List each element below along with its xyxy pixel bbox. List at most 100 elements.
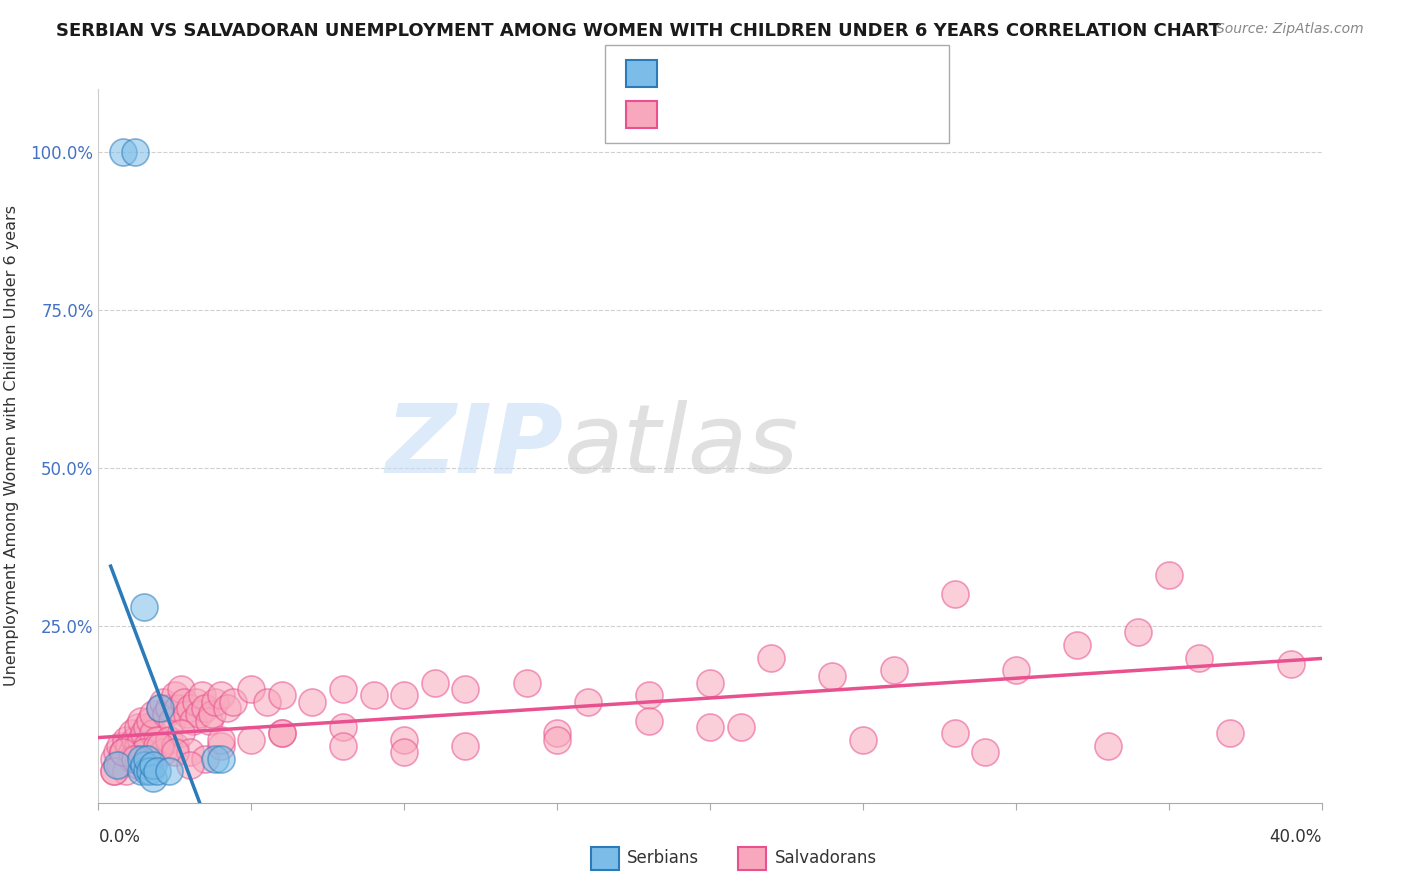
Point: [139, 764, 162, 779]
Point: [1004, 663, 1026, 677]
Point: [699, 720, 721, 734]
Point: [163, 739, 186, 753]
Point: [209, 732, 232, 747]
Point: [136, 720, 159, 734]
Point: [546, 732, 568, 747]
Point: [136, 751, 159, 765]
Point: [167, 701, 190, 715]
Point: [103, 764, 125, 779]
Text: Serbians: Serbians: [627, 849, 699, 867]
Point: [883, 663, 905, 677]
Point: [197, 714, 219, 728]
Point: [152, 695, 174, 709]
Text: R = 0.093   N = 108: R = 0.093 N = 108: [665, 105, 862, 123]
Point: [256, 695, 278, 709]
Point: [173, 695, 195, 709]
Point: [1188, 650, 1211, 665]
Point: [149, 701, 172, 715]
Text: atlas: atlas: [564, 400, 799, 492]
Point: [179, 745, 201, 759]
Point: [129, 732, 152, 747]
Point: [209, 751, 232, 765]
Point: [423, 675, 446, 690]
Point: [181, 714, 204, 728]
Point: [157, 701, 180, 715]
Point: [270, 726, 292, 740]
Point: [179, 758, 201, 772]
Point: [1128, 625, 1150, 640]
Point: [852, 732, 875, 747]
Point: [127, 739, 149, 753]
Point: [136, 764, 159, 779]
Point: [142, 707, 165, 722]
Point: [301, 695, 323, 709]
Point: [124, 732, 146, 747]
Point: [204, 751, 226, 765]
Point: [139, 714, 162, 728]
Point: [637, 714, 661, 728]
Point: [111, 745, 134, 759]
Point: [194, 751, 217, 765]
Point: [163, 745, 186, 759]
Point: [1097, 739, 1119, 753]
Point: [111, 145, 134, 160]
Y-axis label: Unemployment Among Women with Children Under 6 years: Unemployment Among Women with Children U…: [4, 205, 20, 687]
Point: [1279, 657, 1302, 671]
Point: [943, 726, 966, 740]
Point: [115, 764, 138, 779]
Point: [759, 650, 782, 665]
Point: [142, 758, 165, 772]
Point: [121, 726, 143, 740]
Point: [240, 732, 263, 747]
Point: [222, 695, 245, 709]
Point: [191, 689, 214, 703]
Text: 40.0%: 40.0%: [1270, 828, 1322, 846]
Point: [105, 745, 128, 759]
Point: [134, 745, 156, 759]
Point: [145, 732, 167, 747]
Point: [1219, 726, 1241, 740]
Point: [576, 695, 599, 709]
Point: [115, 732, 138, 747]
Point: [142, 771, 165, 785]
Point: [332, 720, 354, 734]
Point: [118, 739, 141, 753]
Text: SERBIAN VS SALVADORAN UNEMPLOYMENT AMONG WOMEN WITH CHILDREN UNDER 6 YEARS CORRE: SERBIAN VS SALVADORAN UNEMPLOYMENT AMONG…: [56, 22, 1222, 40]
Point: [157, 732, 180, 747]
Point: [121, 751, 143, 765]
Point: [270, 726, 292, 740]
Text: 0.0%: 0.0%: [98, 828, 141, 846]
Point: [516, 675, 538, 690]
Point: [332, 739, 354, 753]
Point: [170, 682, 193, 697]
Point: [105, 758, 128, 772]
Point: [270, 689, 292, 703]
Point: [176, 707, 198, 722]
Point: [454, 739, 477, 753]
Point: [170, 726, 193, 740]
Point: [204, 695, 226, 709]
Text: R = 0.464   N =  17: R = 0.464 N = 17: [665, 64, 856, 82]
Point: [108, 739, 131, 753]
Point: [134, 758, 156, 772]
Point: [149, 701, 172, 715]
Point: [124, 751, 146, 765]
Point: [974, 745, 997, 759]
Point: [943, 587, 966, 601]
Point: [392, 732, 416, 747]
Point: [134, 745, 156, 759]
Point: [103, 764, 125, 779]
Point: [149, 739, 172, 753]
Point: [821, 669, 844, 683]
Point: [139, 751, 162, 765]
Point: [188, 707, 211, 722]
Point: [546, 726, 568, 740]
Point: [134, 726, 156, 740]
Point: [136, 739, 159, 753]
Point: [145, 764, 167, 779]
Point: [200, 707, 222, 722]
Point: [240, 682, 263, 697]
Point: [136, 758, 159, 772]
Point: [392, 745, 416, 759]
Point: [1157, 568, 1180, 582]
